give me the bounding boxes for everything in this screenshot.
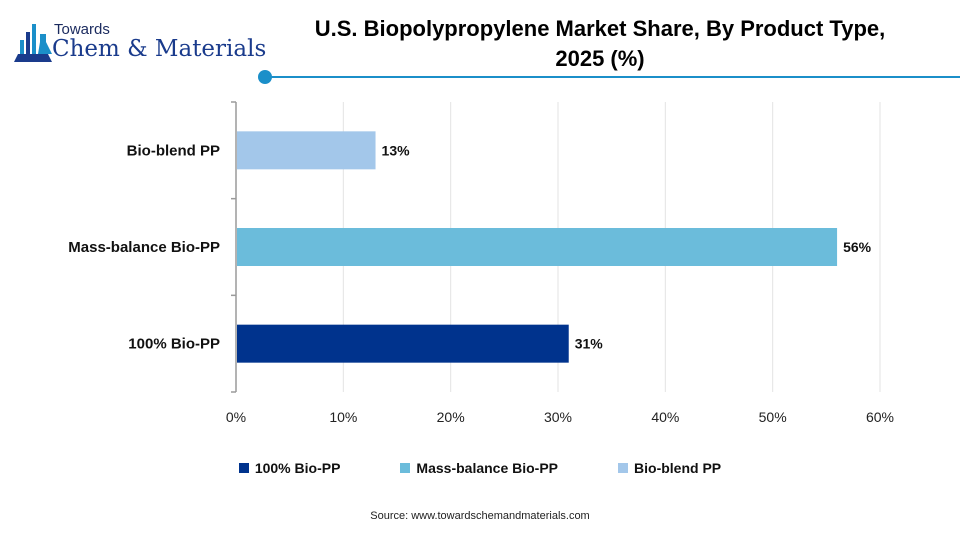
logo-top-text: Towards — [54, 21, 110, 38]
brand-logo: Towards Chem & Materials — [14, 16, 266, 68]
bar — [237, 228, 838, 266]
logo-main-text: Chem & Materials — [52, 36, 267, 62]
legend-item-bio-blend-pp: Bio-blend PP — [618, 460, 721, 476]
legend-item-100-bio-pp: 100% Bio-PP — [238, 460, 341, 476]
data-label: 31% — [575, 336, 604, 352]
bar — [237, 131, 376, 170]
x-tick-label: 40% — [651, 409, 679, 425]
bar-chart: 0% 10% 20% 30% 40% 50% 60% Bio-blend PP 13% Mass-… — [68, 101, 894, 425]
x-tick-label: 20% — [437, 409, 465, 425]
flask-icon — [14, 24, 52, 62]
x-tick-label: 30% — [544, 409, 572, 425]
x-tick-label: 0% — [226, 409, 246, 425]
header-rule — [264, 76, 960, 78]
category-label: Mass-balance Bio-PP — [68, 239, 220, 256]
legend-swatch — [618, 463, 629, 473]
chart-title: U.S. Biopolypropylene Market Share, By P… — [290, 14, 910, 74]
legend-label: 100% Bio-PP — [254, 460, 341, 476]
x-tick-label: 50% — [759, 409, 787, 425]
chart-title-line2: 2025 (%) — [555, 46, 645, 71]
category-label: Bio-blend PP — [127, 142, 220, 159]
data-label: 13% — [382, 142, 411, 158]
chart-title-line1: U.S. Biopolypropylene Market Share, By P… — [314, 16, 886, 41]
legend-swatch — [400, 463, 411, 473]
category-label: 100% Bio-PP — [128, 336, 220, 353]
chart-legend: 100% Bio-PP Mass-balance Bio-PP Bio-blen… — [0, 460, 960, 476]
source-note: Source: www.towardschemandmaterials.com — [370, 510, 590, 522]
legend-label: Mass-balance Bio-PP — [416, 460, 559, 476]
legend-swatch — [238, 463, 249, 473]
legend-item-mass-balance-bio-pp: Mass-balance Bio-PP — [400, 460, 558, 476]
x-tick-label: 10% — [329, 409, 357, 425]
x-tick-label: 60% — [866, 409, 894, 425]
data-label: 56% — [843, 239, 872, 255]
legend-label: Bio-blend PP — [634, 460, 722, 476]
bar — [237, 324, 569, 363]
